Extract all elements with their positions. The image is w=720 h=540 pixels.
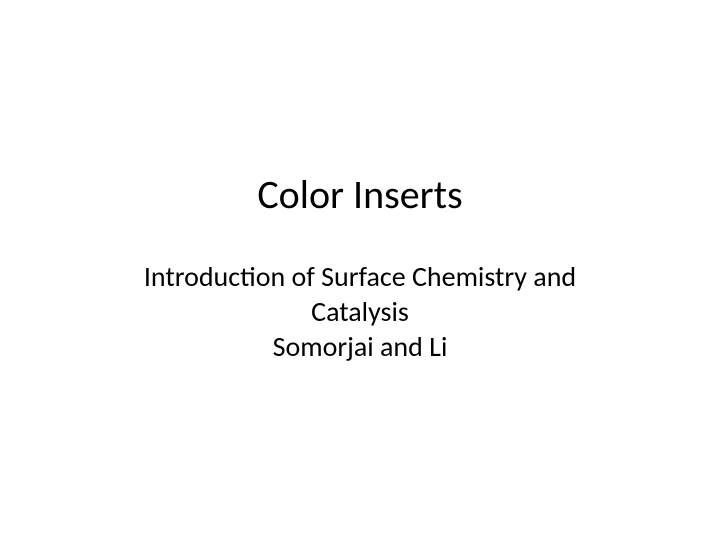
slide-subtitle: Introduction of Surface Chemistry and Ca… xyxy=(144,259,576,364)
slide-title: Color Inserts xyxy=(257,170,462,219)
subtitle-line-3: Somorjai and Li xyxy=(144,329,576,364)
subtitle-line-1: Introduction of Surface Chemistry and xyxy=(144,259,576,294)
subtitle-line-2: Catalysis xyxy=(144,294,576,329)
